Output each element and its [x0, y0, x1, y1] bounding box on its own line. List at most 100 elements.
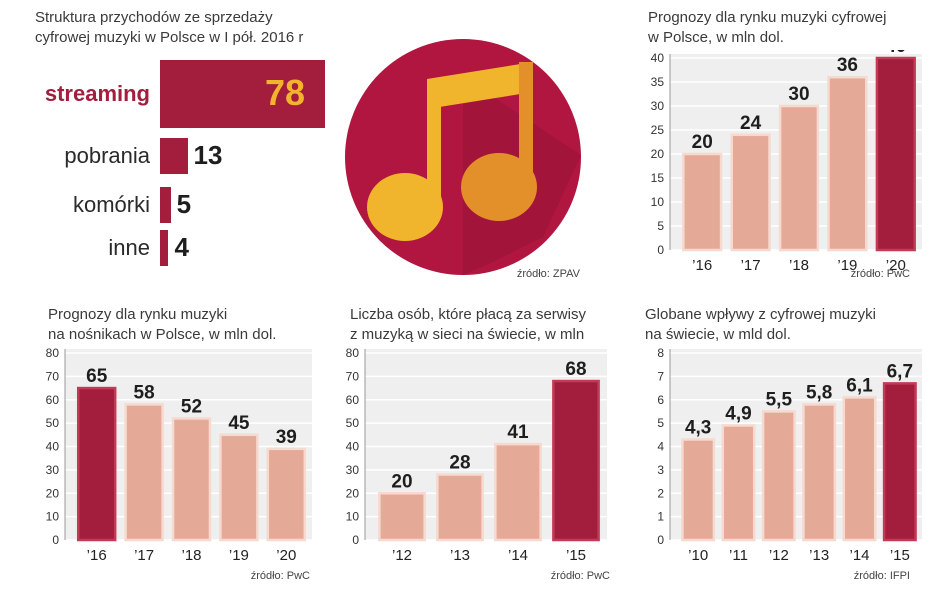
x-tick-label: ’16 — [692, 257, 712, 274]
bar-value-label: 30 — [788, 84, 809, 105]
x-tick-label: ’18 — [789, 257, 809, 274]
bar — [730, 133, 771, 252]
y-tick-label: 40 — [46, 440, 60, 454]
physical-forecast-chart: 0 10 20 30 40 50 60 70 80 65 ’16 58 ’17 52 ’18 45 ’19 39 ’… — [46, 346, 312, 564]
bar — [761, 410, 796, 542]
y-tick-label: 80 — [346, 346, 360, 360]
y-tick-label: 1 — [657, 510, 664, 524]
note-head-right — [461, 153, 537, 221]
y-tick-label: 30 — [651, 99, 665, 113]
y-tick-label: 70 — [46, 369, 60, 383]
note-stem-left — [427, 79, 441, 207]
bar — [171, 417, 212, 542]
physical-forecast-source: źródło: PwC — [250, 570, 310, 582]
bar-value-label: 52 — [181, 396, 202, 417]
music-note-graphic — [345, 39, 581, 275]
bar — [160, 138, 188, 174]
bar-value-label: 39 — [276, 427, 297, 448]
y-tick-label: 4 — [657, 440, 664, 454]
x-tick-label: ’20 — [886, 257, 906, 274]
x-tick-label: ’16 — [87, 547, 107, 564]
bar-category-label: inne — [108, 235, 150, 260]
y-tick-label: 35 — [651, 75, 665, 89]
bar — [552, 379, 600, 542]
x-tick-label: ’15 — [566, 547, 586, 564]
bar-category-label: komórki — [72, 192, 150, 217]
streaming-structure-source: źródło: ZPAV — [516, 268, 580, 280]
x-tick-label: ’14 — [849, 547, 869, 564]
y-tick-label: 80 — [46, 346, 60, 360]
bar-value-label: 78 — [265, 72, 306, 113]
bar-category-label: pobrania — [64, 143, 150, 168]
y-tick-label: 40 — [651, 51, 665, 65]
y-tick-label: 15 — [651, 171, 665, 185]
x-tick-label: ’19 — [229, 547, 249, 564]
bar-value-label: 6,1 — [846, 375, 873, 396]
bar — [802, 403, 837, 542]
bar-value-label: 4 — [174, 232, 189, 262]
bar-value-label: 41 — [507, 422, 529, 443]
y-tick-label: 30 — [346, 463, 360, 477]
bar — [827, 75, 868, 252]
bar — [436, 473, 484, 542]
note-stem-right — [519, 62, 533, 187]
bar — [882, 382, 917, 542]
digital-forecast-source: źródło: PwC — [850, 268, 910, 280]
bar-category-label: streaming — [44, 81, 150, 106]
bar — [266, 447, 307, 542]
bar — [160, 60, 325, 128]
bar — [378, 492, 426, 542]
global-revenue-chart: 0 1 2 3 4 5 6 7 8 4,3 ’10 4,9 ’11 5,5 ’12 5,8 ’13 6,1 ’14 6… — [657, 346, 922, 564]
bar-value-label: 20 — [391, 471, 412, 492]
y-tick-label: 30 — [46, 463, 60, 477]
x-tick-label: ’13 — [450, 547, 470, 564]
x-tick-label: ’14 — [508, 547, 528, 564]
streaming-structure-title: Struktura przychodów ze sprzedaży cyfrow… — [35, 9, 304, 46]
y-tick-label: 40 — [346, 440, 360, 454]
bar-value-label: 5 — [176, 189, 192, 219]
x-tick-label: ’11 — [729, 547, 748, 564]
global-revenue-source: źródło: IFPI — [853, 570, 910, 582]
physical-forecast-title: Prognozy dla rynku muzyki na nośnikach w… — [48, 306, 277, 343]
y-tick-label: 0 — [657, 533, 664, 547]
bar-value-label: 58 — [134, 382, 155, 403]
y-tick-label: 8 — [657, 346, 664, 360]
bar — [721, 424, 756, 542]
y-tick-label: 50 — [46, 416, 60, 430]
x-tick-label: ’13 — [809, 547, 829, 564]
x-tick-label: ’17 — [134, 547, 154, 564]
x-tick-label: ’20 — [276, 547, 296, 564]
bar — [875, 56, 916, 252]
bar — [160, 230, 169, 266]
bar-value-label: 24 — [740, 113, 762, 134]
y-tick-label: 20 — [346, 486, 360, 500]
bar-value-label: 5,5 — [766, 389, 793, 410]
x-tick-label: ’10 — [688, 547, 708, 564]
y-tick-label: 3 — [657, 463, 664, 477]
y-tick-label: 50 — [346, 416, 360, 430]
digital-forecast-title: Prognozy dla rynku muzyki cyfrowej w Pol… — [648, 9, 887, 46]
bar — [76, 386, 117, 542]
bar-value-label: 20 — [692, 132, 713, 153]
x-tick-label: ’12 — [392, 547, 412, 564]
digital-forecast-chart: 0 5 10 15 20 25 30 35 40 20 ’16 24 ’17 30 ’18 36 ’19 40 ’2… — [651, 50, 922, 274]
y-tick-label: 70 — [346, 369, 360, 383]
global-revenue-title: Globane wpływy z cyfrowej muzyki na świe… — [645, 306, 876, 343]
bar — [124, 403, 164, 542]
y-tick-label: 0 — [657, 243, 664, 257]
y-tick-label: 2 — [657, 486, 664, 500]
x-tick-label: ’18 — [181, 547, 201, 564]
bar — [778, 104, 820, 252]
x-tick-label: ’12 — [769, 547, 789, 564]
bar-value-label: 6,7 — [887, 361, 913, 382]
subscribers-chart: 0 10 20 30 40 50 60 70 80 20 ’12 28 ’13 41 ’14 68 ’15 — [346, 346, 607, 564]
y-tick-label: 20 — [651, 147, 665, 161]
y-tick-label: 10 — [46, 510, 60, 524]
streaming-structure-chart: streaming 78 pobrania 13 komórki 5 inne 4 — [20, 60, 340, 275]
note-head-left — [367, 173, 443, 241]
subscribers-title: Liczba osób, które płacą za serwisy z mu… — [350, 306, 586, 343]
subscribers-source: źródło: PwC — [550, 570, 610, 582]
x-tick-label: ’19 — [837, 257, 857, 274]
bar — [219, 433, 259, 542]
y-tick-label: 5 — [657, 416, 664, 430]
